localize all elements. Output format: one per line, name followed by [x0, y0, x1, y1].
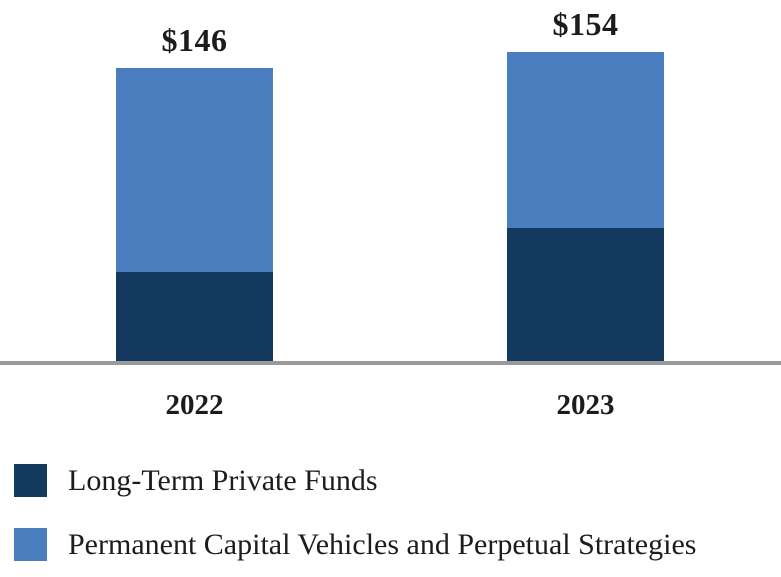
legend: Long-Term Private Funds Permanent Capita… — [14, 464, 696, 561]
x-axis-label-2023: 2023 — [556, 389, 615, 421]
x-axis-label-2022: 2022 — [165, 389, 224, 421]
legend-swatch-long-term-private-funds — [14, 464, 47, 497]
segment-permanent-capital-2023 — [507, 52, 664, 228]
legend-item-long-term-private-funds: Long-Term Private Funds — [14, 464, 696, 497]
total-label-2022: $146 — [161, 22, 228, 58]
legend-item-permanent-capital-vehicles: Permanent Capital Vehicles and Perpetual… — [14, 528, 696, 561]
bar-group-2023: $154 — [507, 8, 664, 363]
bar-2023 — [507, 52, 664, 363]
legend-label-long-term-private-funds: Long-Term Private Funds — [68, 464, 378, 497]
legend-label-permanent-capital-vehicles: Permanent Capital Vehicles and Perpetual… — [68, 528, 697, 561]
segment-long-term-private-funds-2023 — [507, 228, 664, 363]
segment-permanent-capital-2022 — [116, 68, 273, 272]
bar-group-2022: $146 — [116, 24, 273, 363]
bar-2022 — [116, 68, 273, 363]
x-axis-line — [0, 361, 781, 365]
legend-swatch-permanent-capital-vehicles — [14, 528, 47, 561]
total-label-2023: $154 — [552, 6, 619, 42]
segment-long-term-private-funds-2022 — [116, 272, 273, 363]
